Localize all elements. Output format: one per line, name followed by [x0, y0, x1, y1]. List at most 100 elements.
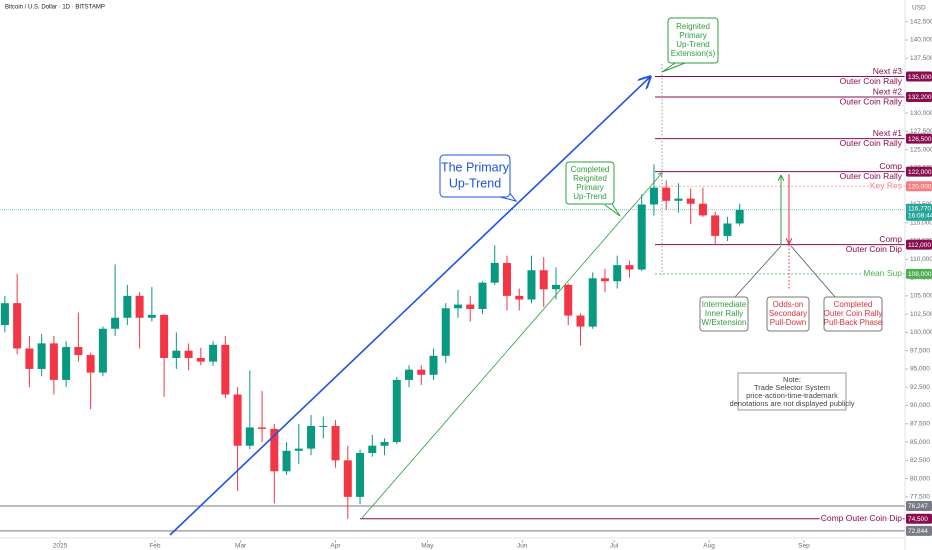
candle-body — [551, 284, 560, 290]
level-label: Mean Sup — [863, 268, 902, 278]
callout-text: Inner Rally — [705, 309, 743, 318]
candle-body — [245, 427, 254, 446]
callout-text: Pull-Down — [770, 318, 806, 327]
y-tick-label: 125,000 — [910, 146, 932, 153]
x-tick-label: Jun — [517, 543, 528, 550]
level-label: Comp — [879, 161, 902, 171]
candle-body — [209, 344, 218, 362]
candle-body — [662, 187, 671, 201]
level-label: Comp — [879, 234, 902, 244]
chart-title: Bitcoin / U.S. Dollar · 1D · BITSTAMP — [5, 5, 105, 11]
y-tick-label: 100,000 — [910, 329, 932, 336]
callout-text: Reignited — [676, 22, 710, 31]
candle-body — [576, 315, 585, 327]
price-tag-label: 76,247 — [908, 503, 928, 510]
candle-body — [539, 270, 548, 290]
candle-body — [0, 303, 9, 326]
candle-body — [62, 347, 71, 380]
price-tag-label: 135,000 — [908, 74, 932, 81]
price-tag-label: 74,500 — [908, 516, 928, 523]
candle-body — [98, 328, 107, 373]
y-tick-label: 97,500 — [910, 347, 930, 354]
candle-body — [233, 394, 242, 446]
y-tick-label: 105,000 — [910, 293, 932, 300]
plot: 77,500 80,000 82,500 85,000 87,500 90,000 92,5… — [0, 18, 932, 550]
y-tick-label: 127,500 — [910, 128, 932, 135]
candle-body — [588, 278, 597, 327]
callout-text: Extension(s) — [671, 49, 716, 58]
candle-body — [515, 295, 524, 300]
price-tag-label: 112,000 — [908, 242, 931, 249]
level-label: Outer Coin Rally — [840, 96, 903, 106]
candle-body — [613, 265, 622, 282]
y-tick-label: 80,000 — [910, 475, 930, 482]
callout: Completed Outer Coin Rally Pull-Back Pha… — [790, 245, 883, 332]
candle-body — [478, 282, 487, 309]
candle-body — [637, 204, 646, 270]
callout-text: The Primary — [441, 160, 510, 174]
candle-body — [270, 428, 279, 472]
level-label: Outer Coin Rally — [840, 171, 903, 181]
candle-body — [600, 278, 609, 282]
candle-body — [160, 314, 169, 358]
candle-body — [111, 317, 120, 329]
y-tick-label: 95,000 — [910, 366, 930, 373]
callout: Completed Reignited Primary Up-Trend — [565, 161, 621, 217]
candle-body — [319, 425, 328, 427]
x-tick-label: 2025 — [53, 543, 68, 550]
candle-body — [258, 427, 267, 429]
candle-body — [184, 350, 193, 358]
level-label: Outer Coin Rally — [840, 76, 903, 86]
callout-text: Completed — [571, 165, 610, 174]
currency: USD — [912, 5, 926, 12]
callout-text: Pull-Back Phase — [824, 318, 883, 327]
callout: The Primary Up-Trend — [439, 154, 518, 202]
candle-body — [527, 270, 536, 300]
callout: Intermediate Inner Rally W/Extension — [699, 245, 782, 332]
candle-body — [490, 262, 499, 283]
level-label: Next #3 — [873, 66, 903, 76]
candle-body — [698, 203, 707, 216]
candle-body — [441, 308, 450, 356]
candle-body — [466, 304, 475, 309]
price-tag-label: 132,200 — [908, 94, 932, 101]
candle-body — [307, 425, 316, 449]
note: Note: Trade Selector System price-action… — [729, 372, 855, 411]
callout-text: Secondary — [769, 309, 807, 318]
candle-body — [74, 347, 83, 356]
callout-text: Completed — [834, 300, 873, 309]
trend-line — [361, 173, 662, 519]
y-tick-label: 87,500 — [910, 420, 930, 427]
price-tag — [906, 525, 932, 536]
level-label: Outer Coin Rally — [840, 138, 903, 148]
candle-body — [392, 379, 401, 443]
candle-body — [649, 187, 658, 205]
candle-body — [674, 198, 683, 201]
callout-text: Odds-on — [773, 300, 804, 309]
note-text: Trade Selector System — [754, 383, 830, 392]
price-tag — [906, 239, 932, 250]
callout-text: Primary — [576, 183, 604, 192]
note-text: price-action-time-trademark — [746, 391, 838, 400]
level-label: Comp Outer Coin Dip — [821, 513, 903, 523]
candle-body — [135, 295, 144, 318]
candle-body — [172, 350, 181, 358]
candle-body — [368, 445, 377, 454]
price-tag — [906, 501, 932, 512]
y-tick-label: 140,000 — [910, 37, 932, 44]
y-tick-label: 115,000 — [910, 219, 932, 226]
x-tick-label: Apr — [330, 543, 341, 550]
y-tick-label: 142,500 — [910, 18, 932, 25]
callout-text: Primary — [679, 31, 707, 40]
candle-body — [196, 357, 205, 362]
note-text: Note: — [783, 375, 801, 384]
callout: Odds-on Secondary Pull-Down — [766, 296, 810, 332]
candle-body — [147, 314, 156, 318]
level-label: Next #2 — [873, 86, 903, 96]
y-tick-label: 85,000 — [910, 439, 930, 446]
y-tick-label: 82,500 — [910, 457, 930, 464]
candle-body — [502, 262, 511, 296]
price-tag-label: 116,770 — [908, 206, 931, 213]
price-tag — [906, 71, 932, 82]
price-tag — [906, 181, 932, 192]
